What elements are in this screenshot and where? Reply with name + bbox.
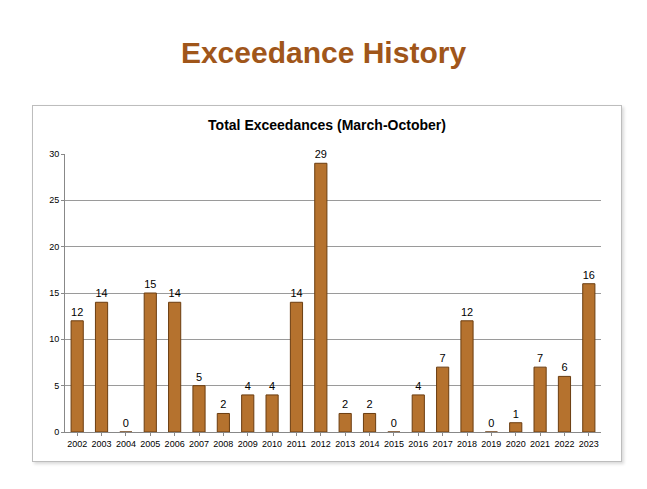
svg-text:2003: 2003 [92,439,112,449]
svg-text:5: 5 [196,371,202,383]
svg-text:2011: 2011 [287,439,306,449]
svg-text:2: 2 [342,398,348,410]
svg-text:2008: 2008 [213,439,233,449]
svg-text:29: 29 [315,148,327,160]
svg-text:14: 14 [95,287,107,299]
svg-text:2017: 2017 [433,439,453,449]
svg-text:0: 0 [391,417,397,429]
svg-text:2010: 2010 [262,439,282,449]
svg-text:2023: 2023 [579,439,599,449]
svg-text:2: 2 [366,398,372,410]
svg-text:2002: 2002 [67,439,87,449]
svg-text:0: 0 [488,417,494,429]
svg-text:2009: 2009 [238,439,258,449]
svg-text:2022: 2022 [554,439,574,449]
svg-text:2012: 2012 [311,439,331,449]
svg-text:4: 4 [245,380,251,392]
svg-text:7: 7 [537,352,543,364]
svg-text:0: 0 [123,417,129,429]
svg-text:2018: 2018 [457,439,477,449]
svg-text:14: 14 [290,287,302,299]
svg-text:2007: 2007 [189,439,209,449]
svg-text:14: 14 [169,287,181,299]
svg-text:2006: 2006 [165,439,185,449]
svg-text:2014: 2014 [360,439,380,449]
svg-text:4: 4 [269,380,275,392]
svg-text:2015: 2015 [384,439,404,449]
svg-text:2021: 2021 [530,439,550,449]
svg-text:2019: 2019 [481,439,501,449]
svg-text:6: 6 [561,361,567,373]
svg-text:2005: 2005 [140,439,160,449]
svg-text:25: 25 [49,195,59,205]
svg-text:2013: 2013 [335,439,355,449]
svg-text:2020: 2020 [506,439,526,449]
svg-text:12: 12 [461,306,473,318]
svg-text:4: 4 [415,380,421,392]
html-text:Exceedance History: Exceedance History [180,36,467,69]
svg-text:15: 15 [144,278,156,290]
svg-text:0: 0 [54,427,59,437]
svg-text:5: 5 [54,381,59,391]
svg-text:20: 20 [49,242,59,252]
svg-text:Total Exceedances (March-Octob: Total Exceedances (March-October) [208,117,446,133]
svg-text:12: 12 [71,306,83,318]
svg-text:2004: 2004 [116,439,136,449]
svg-text:10: 10 [49,334,59,344]
svg-text:7: 7 [440,352,446,364]
svg-text:16: 16 [583,269,595,281]
svg-text:2: 2 [220,398,226,410]
svg-text:1: 1 [513,408,519,420]
svg-text:2016: 2016 [408,439,428,449]
svg-text:15: 15 [49,288,59,298]
svg-text:30: 30 [49,149,59,159]
